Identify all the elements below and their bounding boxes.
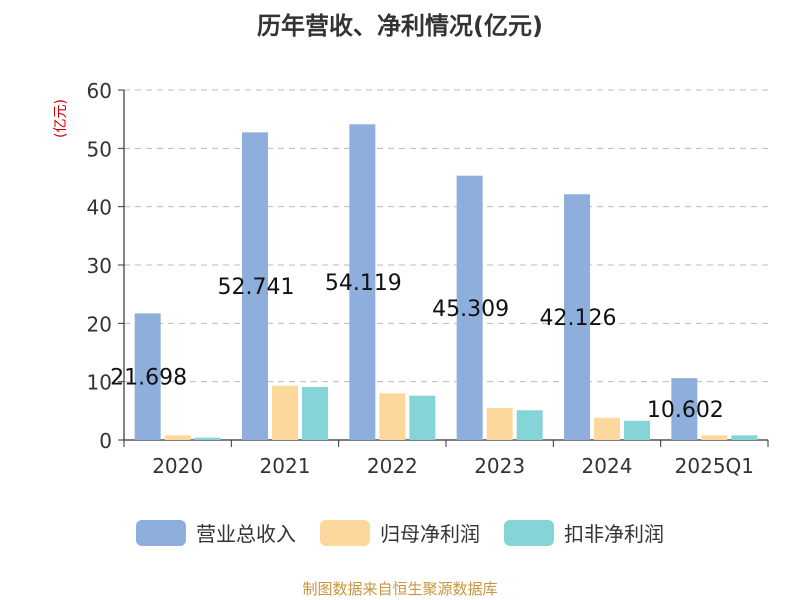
- legend-item-net-profit[interactable]: 归母净利润: [320, 518, 480, 547]
- bar-net-profit: [379, 393, 406, 440]
- bar-deducted-profit: [409, 395, 436, 440]
- legend-label-net-profit: 归母净利润: [380, 522, 480, 546]
- y-tick-label: 10: [87, 371, 112, 395]
- bar-revenue: [671, 378, 698, 440]
- legend-swatch-revenue: [136, 519, 186, 546]
- bar-revenue: [564, 194, 590, 440]
- bar-net-profit: [486, 407, 513, 440]
- data-label-revenue: 21.698: [110, 366, 187, 391]
- bar-revenue: [456, 175, 483, 440]
- bar-net-profit: [701, 435, 728, 440]
- legend-swatch-deducted-profit: [504, 519, 554, 546]
- y-tick-label: 30: [87, 254, 112, 278]
- data-label-revenue: 54.119: [325, 271, 402, 296]
- data-label-revenue: 52.741: [218, 275, 295, 300]
- bar-net-profit: [594, 417, 620, 440]
- data-label-revenue: 10.602: [647, 398, 724, 423]
- y-tick-label: 40: [87, 196, 112, 220]
- legend: 营业总收入 归母净利润 扣非净利润: [0, 518, 800, 547]
- bar-revenue: [134, 313, 161, 440]
- bar-revenue: [242, 132, 268, 440]
- data-source: 制图数据来自恒生聚源数据库: [302, 580, 498, 598]
- bar-net-profit: [164, 435, 191, 440]
- legend-swatch-net-profit: [320, 519, 370, 546]
- y-tick-label: 60: [87, 79, 112, 103]
- bar-deducted-profit: [194, 437, 221, 440]
- data-label-revenue: 45.309: [432, 297, 509, 322]
- bar-deducted-profit: [624, 420, 650, 440]
- y-tick-label: 20: [87, 312, 112, 336]
- x-tick-label: 2021: [260, 454, 311, 478]
- chart-title: 历年营收、净利情况(亿元): [257, 12, 543, 40]
- bar-revenue: [349, 124, 376, 440]
- y-tick-label: 0: [99, 429, 112, 453]
- legend-item-deducted-profit[interactable]: 扣非净利润: [504, 518, 664, 547]
- bar-deducted-profit: [731, 435, 758, 440]
- x-tick-label: 2020: [152, 454, 203, 478]
- x-tick-label: 2023: [474, 454, 525, 478]
- x-tick-label: 2025Q1: [675, 454, 754, 478]
- bar-chart: 0 10 20 30 40 50 60 2020 21.698 2021 52.741 2022 54.…: [87, 79, 769, 478]
- bar-deducted-profit: [516, 410, 543, 440]
- bar-net-profit: [272, 385, 298, 440]
- legend-label-revenue: 营业总收入: [196, 522, 296, 546]
- bar-deducted-profit: [302, 386, 328, 440]
- x-tick-label: 2024: [582, 454, 633, 478]
- data-label-revenue: 42.126: [540, 306, 617, 331]
- legend-label-deducted-profit: 扣非净利润: [564, 522, 664, 546]
- y-tick-label: 50: [87, 137, 112, 161]
- legend-item-revenue[interactable]: 营业总收入: [136, 518, 296, 547]
- x-tick-label: 2022: [367, 454, 418, 478]
